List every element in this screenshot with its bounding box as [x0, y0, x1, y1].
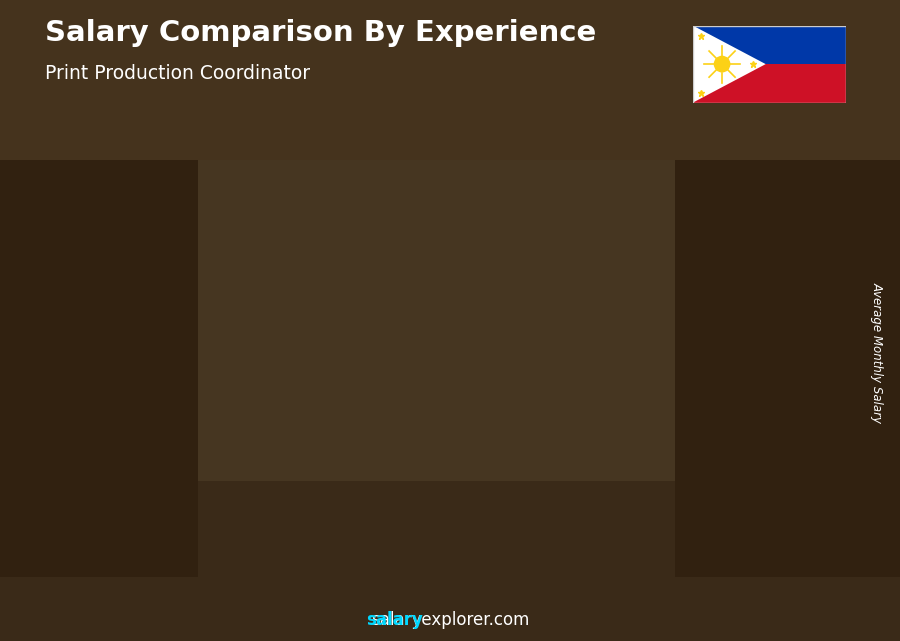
Polygon shape	[719, 246, 794, 250]
FancyArrowPatch shape	[506, 251, 620, 289]
Text: +9%: +9%	[536, 215, 586, 234]
Polygon shape	[785, 246, 794, 558]
FancyArrowPatch shape	[632, 228, 747, 265]
Bar	[0, 0, 900, 160]
Polygon shape	[719, 250, 785, 558]
Text: 48,000 PHP: 48,000 PHP	[713, 229, 792, 243]
Polygon shape	[280, 408, 288, 558]
Text: Average Monthly Salary: Average Monthly Salary	[871, 282, 884, 423]
Text: salary: salary	[365, 612, 423, 629]
Text: 44,300 PHP: 44,300 PHP	[586, 253, 666, 267]
Polygon shape	[533, 293, 541, 558]
Polygon shape	[214, 408, 288, 413]
Bar	[675, 160, 900, 577]
Polygon shape	[693, 26, 766, 103]
FancyArrowPatch shape	[379, 283, 493, 336]
Bar	[693, 26, 846, 64]
Text: +22%: +22%	[403, 238, 466, 258]
Polygon shape	[659, 269, 667, 558]
Bar	[0, 160, 198, 577]
Text: Print Production Coordinator: Print Production Coordinator	[45, 64, 310, 83]
Polygon shape	[88, 449, 154, 558]
FancyArrowPatch shape	[253, 334, 366, 404]
FancyArrowPatch shape	[127, 395, 241, 441]
Text: 22,600 PHP: 22,600 PHP	[207, 392, 287, 406]
Polygon shape	[154, 445, 162, 558]
Polygon shape	[467, 293, 541, 297]
Polygon shape	[593, 274, 659, 558]
Polygon shape	[88, 445, 162, 449]
Polygon shape	[340, 340, 415, 344]
Text: salaryexplorer.com: salaryexplorer.com	[371, 612, 529, 629]
Bar	[198, 160, 675, 481]
Text: +48%: +48%	[276, 285, 340, 304]
Polygon shape	[214, 413, 280, 558]
Text: +8%: +8%	[662, 191, 712, 210]
Circle shape	[715, 56, 730, 72]
Polygon shape	[467, 297, 533, 558]
Text: +34%: +34%	[150, 354, 213, 373]
Text: 40,600 PHP: 40,600 PHP	[460, 276, 539, 290]
Text: Salary Comparison By Experience: Salary Comparison By Experience	[45, 19, 596, 47]
Bar	[693, 64, 846, 103]
Polygon shape	[593, 269, 667, 274]
Text: 33,300 PHP: 33,300 PHP	[334, 323, 413, 337]
Text: 16,900 PHP: 16,900 PHP	[81, 428, 161, 442]
Polygon shape	[340, 344, 406, 558]
Polygon shape	[406, 340, 415, 558]
